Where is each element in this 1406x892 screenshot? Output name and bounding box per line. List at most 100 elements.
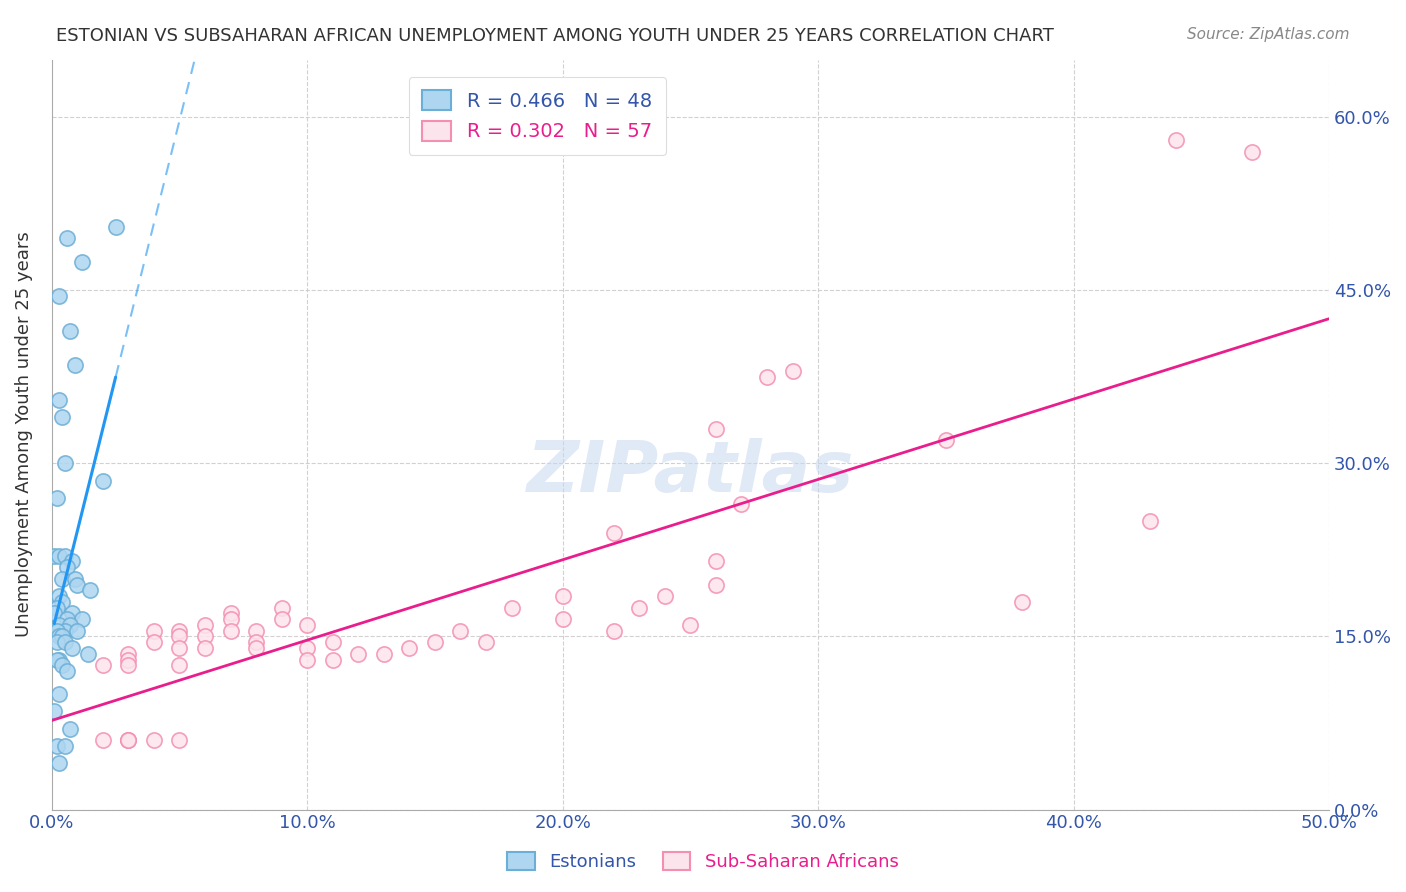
Text: Source: ZipAtlas.com: Source: ZipAtlas.com <box>1187 27 1350 42</box>
Point <box>53 635 76 649</box>
Point <box>169 733 191 747</box>
Point <box>423 635 446 649</box>
Point <box>194 618 217 632</box>
Point <box>117 733 139 747</box>
Point <box>373 647 395 661</box>
Point <box>48 756 70 771</box>
Point <box>48 630 70 644</box>
Point <box>60 640 83 655</box>
Point <box>53 457 76 471</box>
Point <box>51 658 73 673</box>
Point <box>91 474 114 488</box>
Y-axis label: Unemployment Among Youth under 25 years: Unemployment Among Youth under 25 years <box>15 232 32 638</box>
Point <box>450 624 472 638</box>
Point <box>45 600 67 615</box>
Point <box>782 364 804 378</box>
Point <box>48 618 70 632</box>
Point <box>295 618 318 632</box>
Text: ZIPatlas: ZIPatlas <box>527 438 853 507</box>
Point <box>169 630 191 644</box>
Point <box>398 640 420 655</box>
Point <box>603 525 626 540</box>
Point <box>53 549 76 563</box>
Point <box>704 422 727 436</box>
Point <box>45 739 67 753</box>
Point <box>679 618 702 632</box>
Point <box>142 624 165 638</box>
Point <box>45 491 67 505</box>
Point <box>63 572 86 586</box>
Point <box>48 687 70 701</box>
Point <box>60 554 83 568</box>
Point <box>53 624 76 638</box>
Text: ESTONIAN VS SUBSAHARAN AFRICAN UNEMPLOYMENT AMONG YOUTH UNDER 25 YEARS CORRELATI: ESTONIAN VS SUBSAHARAN AFRICAN UNEMPLOYM… <box>56 27 1054 45</box>
Point <box>219 607 242 621</box>
Point <box>475 635 498 649</box>
Point <box>142 733 165 747</box>
Point <box>117 733 139 747</box>
Point <box>270 600 292 615</box>
Point <box>1164 133 1187 147</box>
Point <box>56 664 79 678</box>
Point <box>1241 145 1264 159</box>
Point <box>219 624 242 638</box>
Point <box>704 554 727 568</box>
Point <box>1139 514 1161 528</box>
Point <box>48 652 70 666</box>
Point <box>44 549 66 563</box>
Point <box>169 640 191 655</box>
Point <box>603 624 626 638</box>
Point <box>59 618 82 632</box>
Point <box>295 640 318 655</box>
Point <box>53 739 76 753</box>
Point <box>48 549 70 563</box>
Point <box>194 640 217 655</box>
Point <box>56 612 79 626</box>
Point <box>51 595 73 609</box>
Point <box>270 612 292 626</box>
Point <box>72 612 94 626</box>
Point <box>59 722 82 736</box>
Point <box>551 589 574 603</box>
Point <box>56 560 79 574</box>
Point <box>169 624 191 638</box>
Point <box>63 359 86 373</box>
Point <box>730 497 752 511</box>
Point <box>66 624 89 638</box>
Point <box>44 705 66 719</box>
Point <box>245 640 267 655</box>
Point <box>59 324 82 338</box>
Point <box>347 647 370 661</box>
Point <box>295 652 318 666</box>
Point <box>56 231 79 245</box>
Point <box>245 624 267 638</box>
Point <box>45 624 67 638</box>
Point <box>45 635 67 649</box>
Point <box>1011 595 1033 609</box>
Point <box>45 652 67 666</box>
Point <box>219 612 242 626</box>
Point <box>322 652 344 666</box>
Point <box>117 658 139 673</box>
Point <box>245 635 267 649</box>
Point <box>756 370 779 384</box>
Point <box>51 630 73 644</box>
Point <box>104 219 127 234</box>
Point <box>44 607 66 621</box>
Point <box>194 630 217 644</box>
Point <box>117 647 139 661</box>
Point <box>142 635 165 649</box>
Point <box>501 600 523 615</box>
Point <box>704 577 727 591</box>
Point <box>551 612 574 626</box>
Point <box>935 434 957 448</box>
Point <box>76 647 98 661</box>
Point <box>51 572 73 586</box>
Point <box>628 600 651 615</box>
Legend: R = 0.466   N = 48, R = 0.302   N = 57: R = 0.466 N = 48, R = 0.302 N = 57 <box>409 77 665 155</box>
Point <box>79 583 101 598</box>
Point <box>48 289 70 303</box>
Point <box>72 254 94 268</box>
Point <box>322 635 344 649</box>
Point <box>91 658 114 673</box>
